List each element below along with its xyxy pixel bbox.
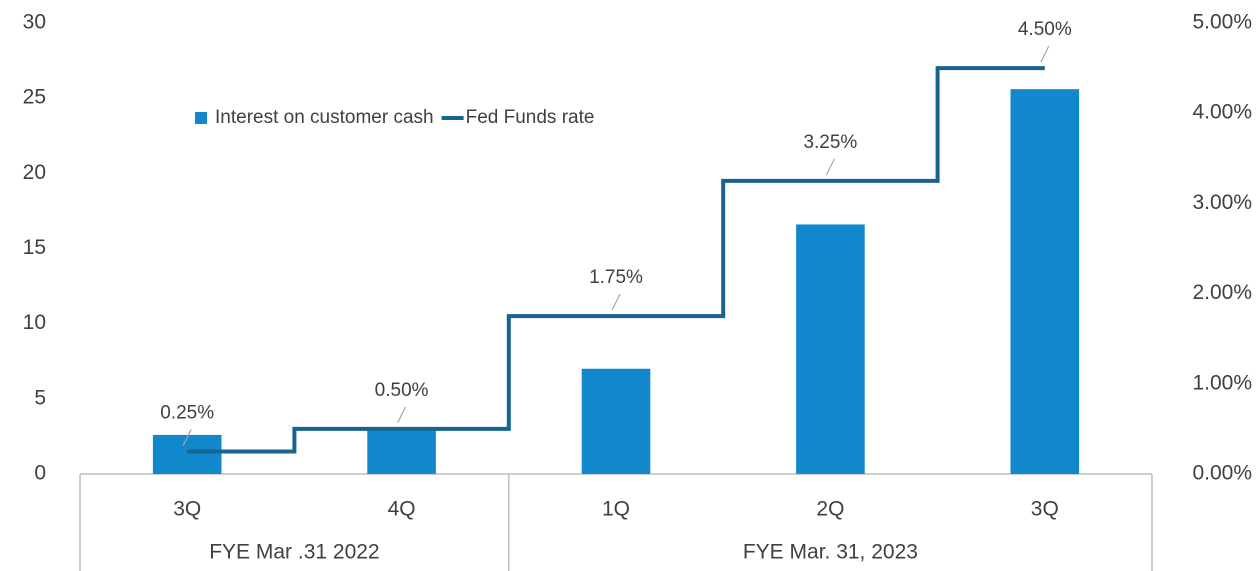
y-tick-label: 25	[23, 86, 46, 109]
legend-label: Interest on customer cash	[215, 107, 434, 128]
bar	[1010, 89, 1080, 474]
data-label: 4.50%	[1018, 19, 1072, 40]
step-line	[187, 66, 1045, 454]
bar	[581, 368, 651, 474]
leader-line	[182, 429, 192, 446]
group-label: FYE Mar. 31, 2023	[743, 541, 918, 564]
y2-tick-label: 1.00%	[1192, 371, 1252, 394]
data-label: 1.75%	[589, 267, 643, 288]
leader-line	[825, 158, 835, 176]
bar	[796, 224, 865, 474]
legend-label: Fed Funds rate	[466, 107, 595, 128]
y-tick-label: 30	[23, 11, 46, 34]
data-label: 3.25%	[803, 132, 857, 153]
y-tick-label: 20	[23, 161, 46, 184]
y-tick-label: 15	[23, 236, 46, 259]
y2-tick-label: 2.00%	[1192, 281, 1252, 304]
legend-swatch	[195, 112, 207, 124]
y-tick-label: 10	[23, 311, 46, 334]
group-label: FYE Mar .31 2022	[209, 541, 379, 564]
leader-line	[1040, 45, 1050, 63]
data-label: 0.25%	[160, 402, 214, 423]
y2-tick-label: 3.00%	[1192, 191, 1252, 214]
bar	[367, 430, 436, 474]
leader-line	[611, 293, 621, 311]
x-tick-label: 3Q	[173, 498, 201, 521]
y2-tick-label: 4.00%	[1192, 101, 1252, 124]
x-tick-label: 1Q	[602, 498, 630, 521]
y-tick-label: 0	[34, 462, 46, 485]
x-tick-label: 4Q	[388, 498, 416, 521]
leader-line	[397, 406, 407, 424]
bar	[152, 434, 222, 474]
y2-tick-label: 0.00%	[1192, 462, 1252, 485]
x-tick-label: 3Q	[1031, 498, 1059, 521]
x-tick-label: 2Q	[816, 498, 844, 521]
y2-tick-label: 5.00%	[1192, 11, 1252, 34]
y-tick-label: 5	[34, 386, 46, 409]
data-label: 0.50%	[375, 380, 429, 401]
